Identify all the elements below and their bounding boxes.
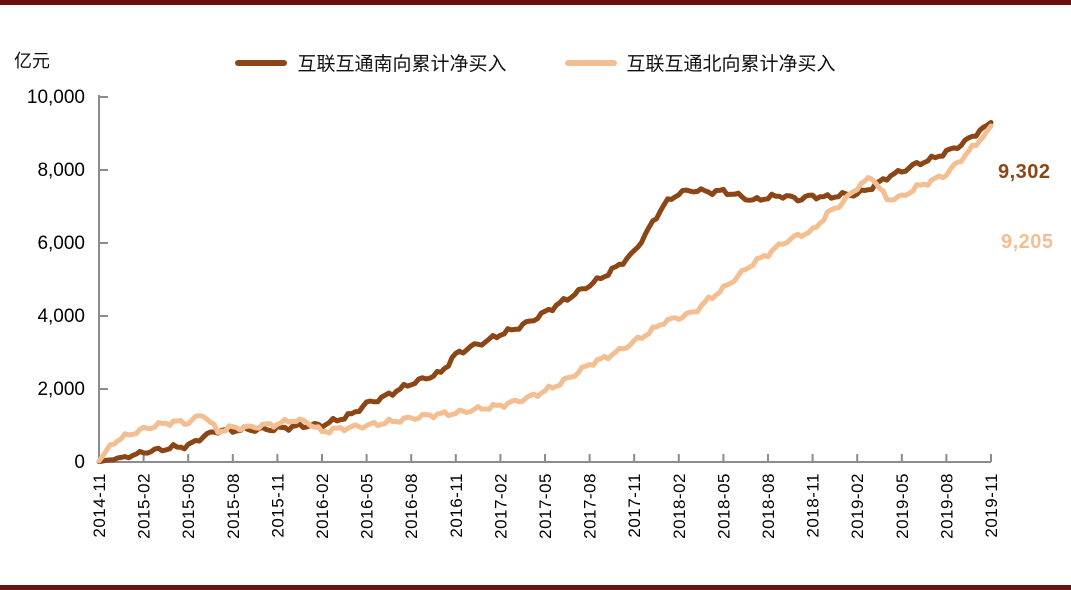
northbound-end-value-label: 9,205 [1001,231,1054,253]
y-tick-label: 2,000 [37,379,85,400]
x-tick-label: 2018-02 [670,473,689,539]
x-tick-label: 2018-05 [714,473,733,539]
legend-label-southbound: 互联互通南向累计净买入 [297,54,507,75]
x-tick-label: 2015-05 [179,473,198,539]
x-tick-label: 2016-05 [358,473,377,539]
x-tick-label: 2019-08 [937,473,956,539]
legend-label-northbound: 互联互通北向累计净买入 [626,54,836,75]
y-axis-unit-label: 亿元 [14,51,50,71]
x-tick-label: 2018-11 [804,473,823,538]
y-tick-label: 4,000 [37,306,85,327]
x-tick-label: 2015-11 [268,473,287,538]
southbound-line [96,120,994,465]
x-tick-label: 2016-08 [402,473,421,539]
x-tick-label: 2015-02 [135,473,154,539]
y-tick-label: 0 [74,452,85,473]
x-tick-label: 2017-11 [625,473,644,538]
y-tick-label: 6,000 [37,233,85,254]
northbound-line-swatch [564,59,617,66]
southbound-line-swatch [235,59,288,66]
legend-item-northbound: 互联互通北向累计净买入 [564,49,836,76]
x-tick-label: 2019-05 [893,473,912,539]
x-tick-label: 2018-08 [759,473,778,539]
x-tick-label: 2019-02 [848,473,867,539]
axis-lines [98,95,991,463]
legend-item-southbound: 互联互通南向累计净买入 [235,49,507,76]
y-tick-label: 8,000 [37,160,85,181]
x-tick-label: 2019-11 [982,473,1001,538]
x-tick-label: 2016-02 [313,473,332,539]
x-tick-label: 2017-02 [491,473,510,539]
x-tick-label: 2017-08 [581,473,600,539]
x-tick-label: 2014-11 [90,473,109,538]
x-tick-label: 2016-11 [447,473,466,538]
southbound-end-value-label: 9,302 [998,161,1051,183]
line-chart-plot: 0 2,000 4,000 6,000 8,000 10,000 2014-11 2015-0… [27,87,1001,539]
x-tick-label: 2017-05 [536,473,555,539]
northbound-line [96,123,994,464]
chart-legend: 互联互通南向累计净买入 互联互通北向累计净买入 [0,49,1071,76]
y-tick-label: 10,000 [27,87,85,108]
x-tick-label: 2015-08 [224,473,243,539]
